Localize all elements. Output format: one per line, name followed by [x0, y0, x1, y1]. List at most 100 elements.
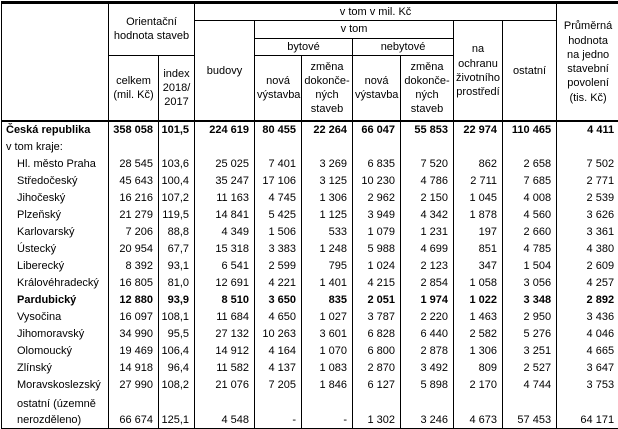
cell-nebytove_zmena: 2 123 — [400, 258, 455, 276]
cell-prumerna: 3 436 — [556, 309, 618, 327]
cell-prumerna: 3 361 — [556, 224, 618, 242]
cell-nebytove_zmena: 4 786 — [400, 173, 455, 191]
cell-nebytove_nova: 1 079 — [352, 224, 402, 242]
cell-nebytove_zmena: 6 440 — [400, 326, 455, 344]
cell-bytove_nova: 4 650 — [254, 309, 303, 327]
cell-bytove_zmena: 533 — [301, 224, 354, 242]
cell-bytove_nova: 3 650 — [254, 292, 303, 310]
cell-celkem: 8 392 — [108, 258, 159, 276]
cell-ochrana: 1 058 — [453, 275, 504, 293]
cell-bytove_nova: 17 106 — [254, 173, 303, 191]
cell-nebytove_zmena: 2 150 — [400, 190, 455, 208]
cell-ochrana: 1 878 — [453, 207, 504, 225]
cell-index: 101,5 — [157, 121, 196, 140]
cell-index: 100,4 — [157, 173, 196, 191]
cell-celkem: 16 097 — [108, 309, 159, 327]
cell-ostatni: 2 658 — [502, 156, 558, 174]
cell-nebytove_zmena: 1 231 — [400, 224, 455, 242]
region-label: Karlovarský — [1, 224, 109, 242]
cell-bytove_nova: 2 599 — [254, 258, 303, 276]
table-body: Česká republika 358 058 101,5 224 619 80 455… — [1, 121, 618, 429]
header-nebytove-nova-vystavba: nová výstavba — [352, 54, 402, 122]
cell-nebytove_nova: 2 962 — [352, 190, 402, 208]
cell-celkem: 7 206 — [108, 224, 159, 242]
cell-ostatni: 4 008 — [502, 190, 558, 208]
cell-index: 67,7 — [157, 241, 196, 259]
cell-ochrana — [453, 139, 504, 157]
region-label: v tom kraje: — [1, 139, 109, 157]
cell-index: 125,1 — [157, 394, 196, 429]
region-label: Liberecký — [1, 258, 109, 276]
cell-budovy: 4 349 — [194, 224, 256, 242]
header-bytove-nova-vystavba: nová výstavba — [254, 54, 303, 122]
cell-celkem: 19 469 — [108, 343, 159, 361]
header-celkem: celkem (mil. Kč) — [108, 54, 159, 122]
cell-ostatni: 3 056 — [502, 275, 558, 293]
cell-celkem: 34 990 — [108, 326, 159, 344]
cell-celkem: 12 880 — [108, 292, 159, 310]
cell-ochrana: 1 463 — [453, 309, 504, 327]
cell-ostatni: 2 527 — [502, 360, 558, 378]
header-nebytove-zmena-dokoncenych: změna dokonče- ných staveb — [400, 54, 455, 122]
cell-nebytove_zmena: 3 246 — [400, 394, 455, 429]
table-row: Středočeský 45 643 100,4 35 247 17 106 3 125 1… — [1, 173, 618, 191]
cell-ostatni: 1 504 — [502, 258, 558, 276]
cell-index: 103,6 — [157, 156, 196, 174]
cell-ostatni: 2 950 — [502, 309, 558, 327]
cell-prumerna: 3 647 — [556, 360, 618, 378]
region-label: Moravskoslezský — [1, 377, 109, 395]
header-prumerna-hodnota: Průměrná hodnota na jedno stavební povol… — [556, 2, 618, 122]
cell-celkem: 45 643 — [108, 173, 159, 191]
cell-celkem: 27 990 — [108, 377, 159, 395]
cell-nebytove_nova: 4 215 — [352, 275, 402, 293]
table-header: Orientační hodnota staveb v tom v mil. K… — [1, 1, 618, 122]
region-label: Olomoucký — [1, 343, 109, 361]
cell-nebytove_nova: 2 051 — [352, 292, 402, 310]
cell-index: 93,1 — [157, 258, 196, 276]
cell-bytove_zmena: 1 125 — [301, 207, 354, 225]
cell-budovy: 4 548 — [194, 394, 256, 429]
cell-nebytove_nova: 6 835 — [352, 156, 402, 174]
table-row: Zlínský 14 918 96,4 11 582 4 137 1 083 2 870 3 … — [1, 360, 618, 378]
cell-bytove_zmena: 1 027 — [301, 309, 354, 327]
cell-index: 108,2 — [157, 377, 196, 395]
cell-budovy: 14 841 — [194, 207, 256, 225]
cell-bytove_nova — [254, 139, 303, 157]
cell-budovy: 25 025 — [194, 156, 256, 174]
cell-ostatni — [502, 139, 558, 157]
cell-bytove_nova: 4 745 — [254, 190, 303, 208]
cell-index: 88,8 — [157, 224, 196, 242]
cell-ostatni: 4 744 — [502, 377, 558, 395]
cell-prumerna: 4 380 — [556, 241, 618, 259]
cell-budovy: 6 541 — [194, 258, 256, 276]
cell-nebytove_nova: 1 024 — [352, 258, 402, 276]
header-bytove: bytové — [254, 37, 354, 56]
table-row: Jihočeský 16 216 107,2 11 163 4 745 1 306 2 96… — [1, 190, 618, 208]
table-row: Karlovarský 7 206 88,8 4 349 1 506 533 1 079 1 … — [1, 224, 618, 242]
cell-bytove_zmena: 22 264 — [301, 121, 354, 140]
cell-ostatni: 3 348 — [502, 292, 558, 310]
cell-index: 119,5 — [157, 207, 196, 225]
cell-prumerna: 4 411 — [556, 121, 618, 140]
cell-prumerna: 64 171 — [556, 394, 618, 429]
cell-index: 93,9 — [157, 292, 196, 310]
cell-nebytove_nova: 2 870 — [352, 360, 402, 378]
cell-budovy: 8 510 — [194, 292, 256, 310]
cell-budovy: 11 684 — [194, 309, 256, 327]
cell-prumerna: 2 609 — [556, 258, 618, 276]
cell-bytove_nova: 4 137 — [254, 360, 303, 378]
cell-ochrana: 862 — [453, 156, 504, 174]
table-row: Česká republika 358 058 101,5 224 619 80 455… — [1, 121, 618, 140]
cell-ochrana: 4 673 — [453, 394, 504, 429]
cell-ochrana: 22 974 — [453, 121, 504, 140]
cell-celkem: 16 216 — [108, 190, 159, 208]
cell-nebytove_zmena: 55 853 — [400, 121, 455, 140]
cell-celkem: 66 674 — [108, 394, 159, 429]
cell-prumerna: 7 502 — [556, 156, 618, 174]
header-orientacni-hodnota: Orientační hodnota staveb — [107, 2, 196, 56]
cell-ostatni: 57 453 — [502, 394, 558, 429]
cell-index: 81,0 — [157, 275, 196, 293]
cell-prumerna: 2 892 — [556, 292, 618, 310]
header-v-tom: v tom — [254, 20, 455, 39]
cell-bytove_zmena — [301, 139, 354, 157]
